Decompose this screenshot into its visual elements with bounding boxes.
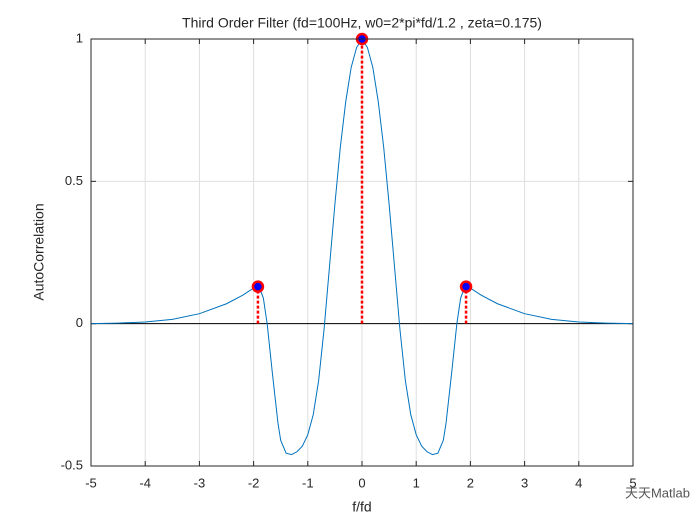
chart-title: Third Order Filter (fd=100Hz, w0=2*pi*fd… bbox=[182, 15, 542, 31]
watermark: 天天Matlab bbox=[625, 485, 690, 500]
y-tick-label: -0.5 bbox=[61, 457, 83, 472]
stem-marker bbox=[251, 280, 265, 293]
y-tick-label: 0 bbox=[76, 315, 83, 330]
x-tick-label: 0 bbox=[358, 475, 365, 490]
y-axis-label: AutoCorrelation bbox=[31, 203, 47, 300]
y-tick-label: 0.5 bbox=[65, 173, 83, 188]
x-tick-label: -2 bbox=[248, 475, 260, 490]
x-tick-label: 5 bbox=[629, 475, 636, 490]
x-tick-label: -5 bbox=[85, 475, 97, 490]
y-tick-label: 1 bbox=[76, 30, 83, 45]
stem-marker bbox=[459, 280, 473, 293]
x-axis-label: f/fd bbox=[352, 499, 371, 515]
x-tick-label: -3 bbox=[194, 475, 206, 490]
x-tick-label: 4 bbox=[575, 475, 582, 490]
x-tick-label: 3 bbox=[521, 475, 528, 490]
x-tick-label: -1 bbox=[302, 475, 314, 490]
x-tick-label: 1 bbox=[413, 475, 420, 490]
x-tick-label: 2 bbox=[467, 475, 474, 490]
x-tick-label: -4 bbox=[139, 475, 151, 490]
axes-box bbox=[90, 38, 634, 467]
